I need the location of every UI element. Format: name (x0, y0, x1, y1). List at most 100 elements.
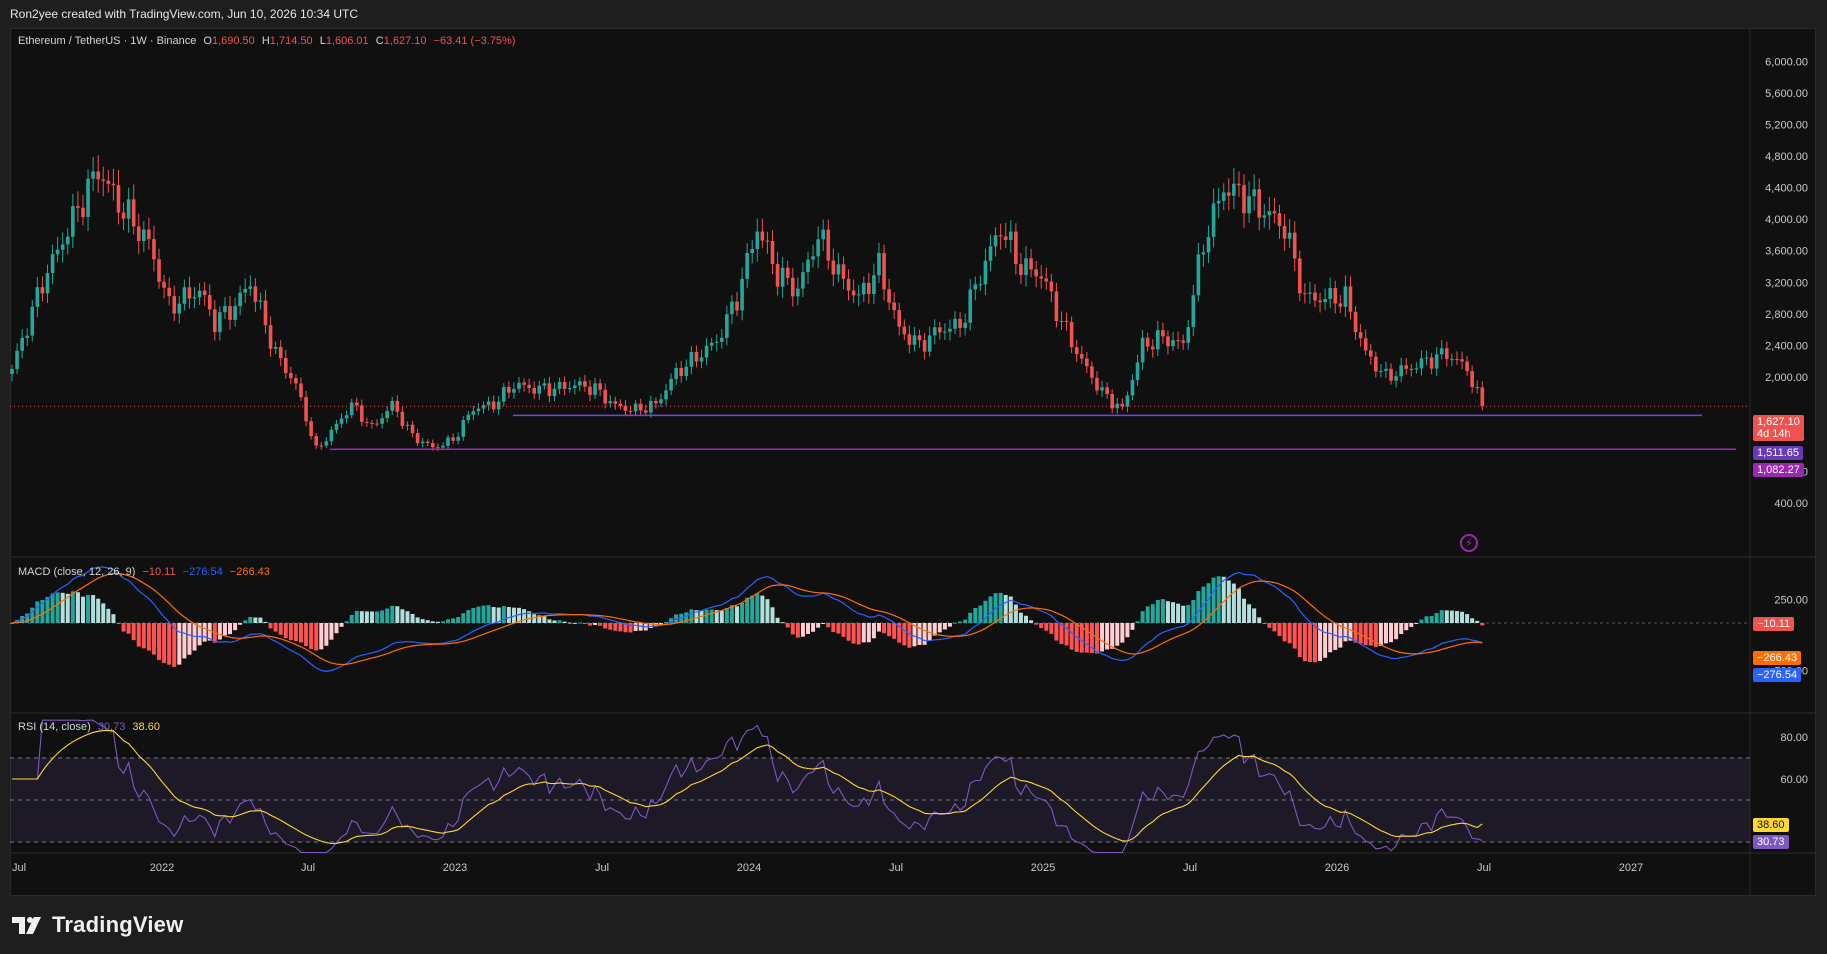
candle-body (1450, 358, 1454, 360)
candle-body (476, 408, 481, 412)
candle-body (81, 207, 85, 217)
candle-body (1318, 300, 1322, 303)
candle-body (71, 206, 75, 237)
candle-body (1064, 320, 1069, 323)
macd-histogram-bar (273, 623, 278, 632)
candle-body (1394, 376, 1398, 381)
macd-histogram-bar (669, 618, 674, 623)
candle-body (887, 289, 891, 303)
candle-body (1110, 394, 1114, 409)
macd-histogram-bar (471, 607, 476, 623)
macd-histogram-bar (937, 623, 942, 633)
candle-body (1206, 237, 1211, 253)
macd-histogram-bar (1054, 623, 1059, 641)
macd-histogram-bar (638, 623, 643, 631)
candle-body (385, 410, 389, 419)
price-tick-label: 2,400.00 (1765, 340, 1808, 352)
candle-body (1105, 387, 1109, 395)
macd-histogram-bar (836, 623, 841, 634)
macd-histogram-bar (268, 623, 273, 629)
tradingview-logo-icon (12, 917, 41, 934)
macd-histogram-bar (217, 623, 222, 640)
hline-tag-1: 1,511.65 (1753, 446, 1804, 460)
candle-body (522, 382, 526, 385)
macd-histogram-bar (1110, 623, 1115, 649)
macd-histogram-bar (973, 608, 978, 623)
macd-histogram-bar (157, 623, 162, 660)
candle-body (106, 180, 111, 184)
macd-histogram-bar (1120, 623, 1125, 643)
macd-histogram-bar (1176, 603, 1181, 623)
candle-body (1176, 340, 1180, 342)
macd-histogram-bar (851, 623, 856, 644)
macd-histogram-bar (902, 623, 907, 646)
candle-body (1323, 298, 1327, 303)
candle-body (1054, 291, 1059, 322)
candle-body (405, 424, 410, 426)
macd-histogram-bar (1312, 623, 1317, 663)
candle-body (1216, 200, 1221, 204)
macd-histogram-bar (354, 610, 359, 623)
candle-body (993, 235, 998, 247)
macd-histogram-bar (91, 595, 96, 623)
candle-body (10, 368, 14, 374)
close-label: C (375, 35, 384, 47)
candle-body (415, 433, 420, 444)
macd-histogram-bar (314, 623, 319, 651)
macd-histogram-bar (831, 623, 836, 633)
candle-body (420, 441, 425, 444)
chart-canvas[interactable]: 6,000.00 5,600.00 5,200.00 4,800.00 4,400.00… (10, 28, 1816, 896)
macd-histogram-bar (162, 623, 167, 663)
candle-body (943, 331, 947, 333)
macd-histogram-bar (1064, 623, 1069, 646)
candle-body (1363, 338, 1368, 351)
candle-body (740, 278, 744, 311)
candle-body (638, 403, 643, 411)
price-legend: Ethereum / TetherUS · 1W · Binance O1,69… (18, 35, 520, 47)
candle-body (932, 327, 937, 336)
candle-body (557, 381, 562, 389)
macd-histogram-bar (1135, 621, 1140, 623)
candle-body (953, 318, 957, 329)
candle-body (395, 400, 400, 412)
macd-histogram-bar (1226, 580, 1231, 623)
macd-histogram-bar (222, 623, 227, 636)
macd-signal-tag: −266.43 (1753, 651, 1802, 665)
macd-histogram-bar (476, 606, 481, 623)
candle-body (998, 235, 1003, 237)
macd-histogram-bar (628, 623, 633, 633)
candle-body (1409, 368, 1414, 370)
candle-body (167, 287, 171, 297)
macd-histogram-bar (658, 623, 663, 625)
macd-histogram-bar (238, 623, 243, 625)
candle-body (1049, 281, 1054, 292)
tradingview-logo[interactable]: TradingView (12, 912, 183, 938)
candle-body (1368, 350, 1373, 357)
macd-histogram-bar (288, 623, 293, 641)
candle-body (1439, 348, 1444, 355)
candle-body (365, 421, 369, 423)
macd-histogram-bar (775, 617, 780, 623)
macd-histogram-bar (466, 610, 471, 623)
macd-histogram-bar (608, 623, 613, 630)
macd-histogram-bar (897, 623, 902, 643)
candle-body (1389, 368, 1393, 381)
candle-body (750, 248, 755, 254)
lightning-icon[interactable]: ⚡ (1460, 534, 1478, 552)
candle-body (1358, 332, 1363, 339)
candle-body (547, 383, 552, 397)
candle-body (30, 306, 35, 336)
candle-body (1232, 183, 1236, 196)
candle-body (973, 284, 978, 290)
candle-body (507, 386, 511, 393)
top-bar: Ron2yee created with TradingView.com, Ju… (0, 0, 1827, 28)
macd-histogram-bar (1024, 615, 1028, 623)
macd-histogram-bar (1181, 605, 1186, 623)
macd-histogram-bar (811, 623, 816, 632)
macd-histogram-bar (963, 619, 968, 623)
macd-histogram-bar (60, 592, 65, 623)
last-price-value: 1,627.10 (1757, 416, 1800, 428)
change-value: −63.41 (−3.75%) (433, 35, 516, 47)
candle-body (841, 264, 846, 279)
macd-hist-tag: −10.11 (1753, 617, 1795, 631)
